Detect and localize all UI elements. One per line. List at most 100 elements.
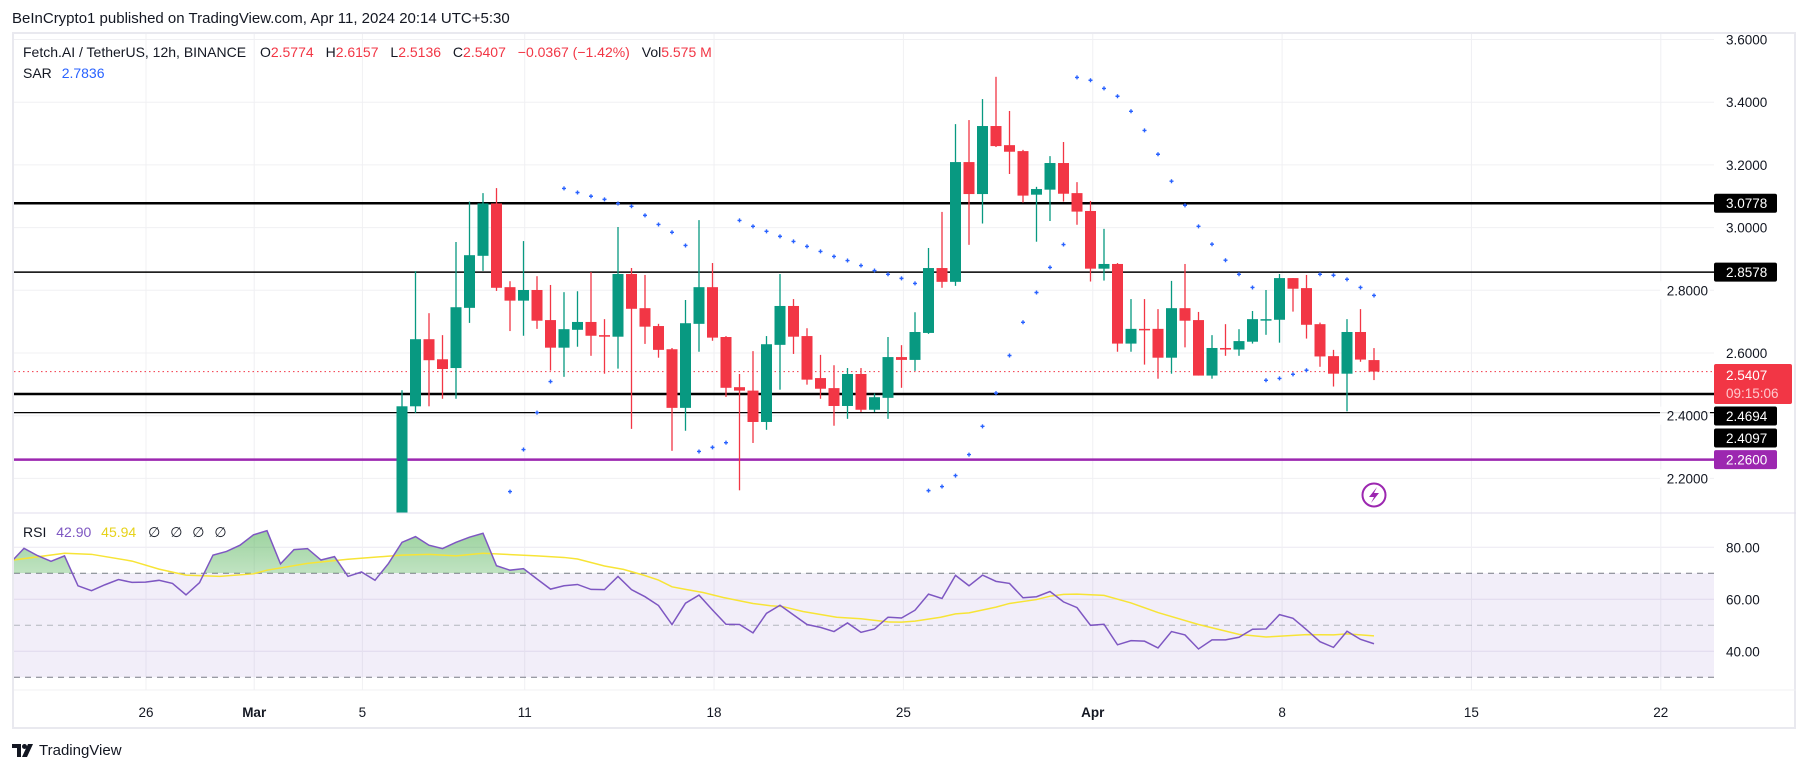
sar-legend[interactable]: SAR 2.7836 (23, 65, 105, 81)
candle[interactable] (491, 188, 502, 291)
candle[interactable] (842, 368, 853, 419)
candle[interactable] (410, 271, 421, 413)
candle[interactable] (1058, 142, 1069, 202)
candle[interactable] (477, 193, 489, 271)
current-price-label: 2.5407 09:15:06 (1714, 364, 1792, 404)
candle[interactable] (1139, 299, 1150, 365)
candle[interactable] (1260, 289, 1272, 335)
symbol-legend[interactable]: Fetch.AI / TetherUS, 12h, BINANCE O2.577… (23, 44, 712, 60)
candle[interactable] (1274, 273, 1285, 343)
candle[interactable] (572, 291, 583, 347)
sar-point (886, 272, 890, 277)
candle[interactable] (1193, 311, 1204, 376)
candle[interactable] (1233, 329, 1245, 356)
candle[interactable] (720, 336, 732, 397)
candle[interactable] (666, 347, 678, 451)
sar-point (953, 473, 958, 478)
candle[interactable] (734, 374, 745, 491)
candle[interactable] (950, 124, 961, 286)
candle[interactable] (1071, 182, 1083, 225)
candle[interactable] (1152, 309, 1164, 379)
candle[interactable] (1341, 319, 1353, 412)
candle[interactable] (923, 247, 934, 334)
candle[interactable] (896, 345, 907, 388)
sar-point (1210, 242, 1214, 247)
candle[interactable] (747, 351, 759, 443)
price-axis-label: 2.6000 (1726, 346, 1767, 361)
candle[interactable] (464, 201, 475, 323)
candle[interactable] (1166, 280, 1177, 374)
candle[interactable] (531, 276, 543, 329)
candle[interactable] (1355, 309, 1366, 362)
candle[interactable] (1247, 310, 1258, 344)
sar-point (710, 445, 715, 450)
candle[interactable] (504, 281, 516, 332)
candle[interactable] (1328, 349, 1339, 387)
candle[interactable] (977, 99, 988, 224)
candle[interactable] (1098, 228, 1110, 281)
sar-point (670, 230, 674, 235)
candle-body (1247, 319, 1258, 342)
candle[interactable] (1085, 200, 1096, 282)
candle[interactable] (558, 292, 570, 377)
sar-point (899, 276, 904, 281)
candle[interactable] (1206, 335, 1218, 379)
candle[interactable] (1220, 324, 1231, 356)
candle[interactable] (815, 354, 826, 399)
candle[interactable] (599, 319, 610, 374)
candle[interactable] (869, 393, 880, 412)
candle[interactable] (585, 272, 597, 356)
candle[interactable] (990, 76, 1002, 148)
sar-point (629, 204, 634, 209)
candle[interactable] (909, 312, 921, 371)
candle[interactable] (396, 390, 408, 519)
candle[interactable] (1125, 299, 1137, 352)
candle[interactable] (707, 263, 718, 341)
candle[interactable] (423, 313, 435, 407)
candle[interactable] (936, 211, 948, 288)
sar-point (1034, 290, 1039, 295)
sar-point (1291, 372, 1295, 377)
candle[interactable] (1368, 348, 1380, 381)
sar-point (1169, 179, 1174, 184)
candle[interactable] (1004, 110, 1015, 174)
candle[interactable] (1301, 274, 1312, 339)
level-price-value: 2.4097 (1726, 431, 1767, 446)
candle[interactable] (518, 241, 529, 336)
symbol-title[interactable]: Fetch.AI / TetherUS, 12h, BINANCE (23, 44, 247, 60)
candle[interactable] (1017, 149, 1029, 203)
candle[interactable] (693, 220, 705, 352)
tradingview-logo[interactable]: TradingView (12, 742, 122, 759)
rsi-legend[interactable]: RSI 42.90 45.94 ∅ ∅ ∅ ∅ (23, 524, 227, 541)
candle[interactable] (882, 337, 894, 419)
candle[interactable] (450, 242, 462, 399)
candle[interactable] (788, 299, 799, 354)
candle[interactable] (774, 273, 786, 390)
candle[interactable] (680, 300, 691, 431)
candle[interactable] (801, 328, 813, 385)
candle-body (1071, 193, 1083, 212)
candle[interactable] (1031, 186, 1042, 242)
candle[interactable] (1179, 263, 1191, 348)
candle[interactable] (639, 274, 651, 344)
candle-body (653, 326, 664, 350)
candle[interactable] (653, 323, 664, 358)
rsi-line (14, 529, 1375, 650)
candle[interactable] (828, 365, 840, 426)
rsi-empty-value: ∅ (170, 524, 183, 540)
price-axis-label: 3.0000 (1726, 221, 1767, 236)
time-axis-label: 5 (359, 705, 367, 720)
candle[interactable] (1314, 322, 1326, 367)
candle[interactable] (963, 120, 975, 245)
candle[interactable] (855, 368, 867, 412)
candle[interactable] (437, 335, 448, 399)
candle[interactable] (761, 336, 772, 430)
candle[interactable] (612, 226, 624, 369)
candle[interactable] (626, 268, 637, 429)
candle[interactable] (1287, 278, 1299, 312)
lightning-icon[interactable] (1361, 482, 1387, 508)
candle[interactable] (1044, 156, 1056, 222)
candle[interactable] (545, 284, 556, 371)
candle[interactable] (1112, 263, 1123, 352)
